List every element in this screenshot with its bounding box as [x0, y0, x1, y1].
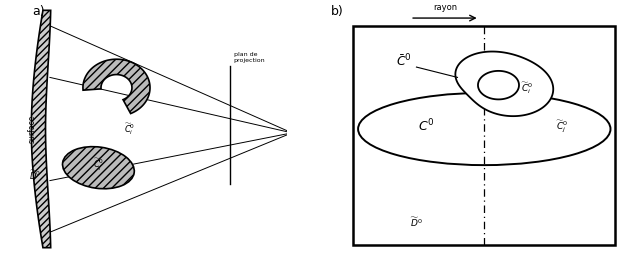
Polygon shape	[32, 10, 50, 248]
Text: $\widetilde{C}^{0}_{j}$: $\widetilde{C}^{0}_{j}$	[93, 157, 104, 173]
Text: a): a)	[33, 5, 45, 18]
Bar	[353, 26, 615, 245]
Polygon shape	[456, 52, 553, 116]
Text: $\widetilde{C}^{0}_{i}$: $\widetilde{C}^{0}_{i}$	[124, 121, 135, 137]
Text: b): b)	[331, 5, 344, 18]
Text: rayon: rayon	[433, 3, 457, 12]
Text: $C^{0}$: $C^{0}$	[418, 118, 434, 135]
Text: $\widetilde{C}^{0}_{i}$: $\widetilde{C}^{0}_{i}$	[521, 80, 533, 96]
Text: $\widetilde{C}^{0}_{j}$: $\widetilde{C}^{0}_{j}$	[556, 118, 567, 135]
Polygon shape	[83, 59, 150, 114]
Ellipse shape	[358, 93, 611, 165]
Text: plan de
projection: plan de projection	[234, 52, 266, 63]
Text: $\widetilde{D}^{0}$: $\widetilde{D}^{0}$	[29, 169, 40, 182]
Text: $\bar{C}^{0}$: $\bar{C}^{0}$	[396, 54, 412, 70]
Text: $\widetilde{D}^{0}$: $\widetilde{D}^{0}$	[410, 215, 423, 229]
Ellipse shape	[62, 147, 134, 189]
Polygon shape	[478, 71, 519, 99]
Text: surface: surface	[28, 115, 37, 143]
